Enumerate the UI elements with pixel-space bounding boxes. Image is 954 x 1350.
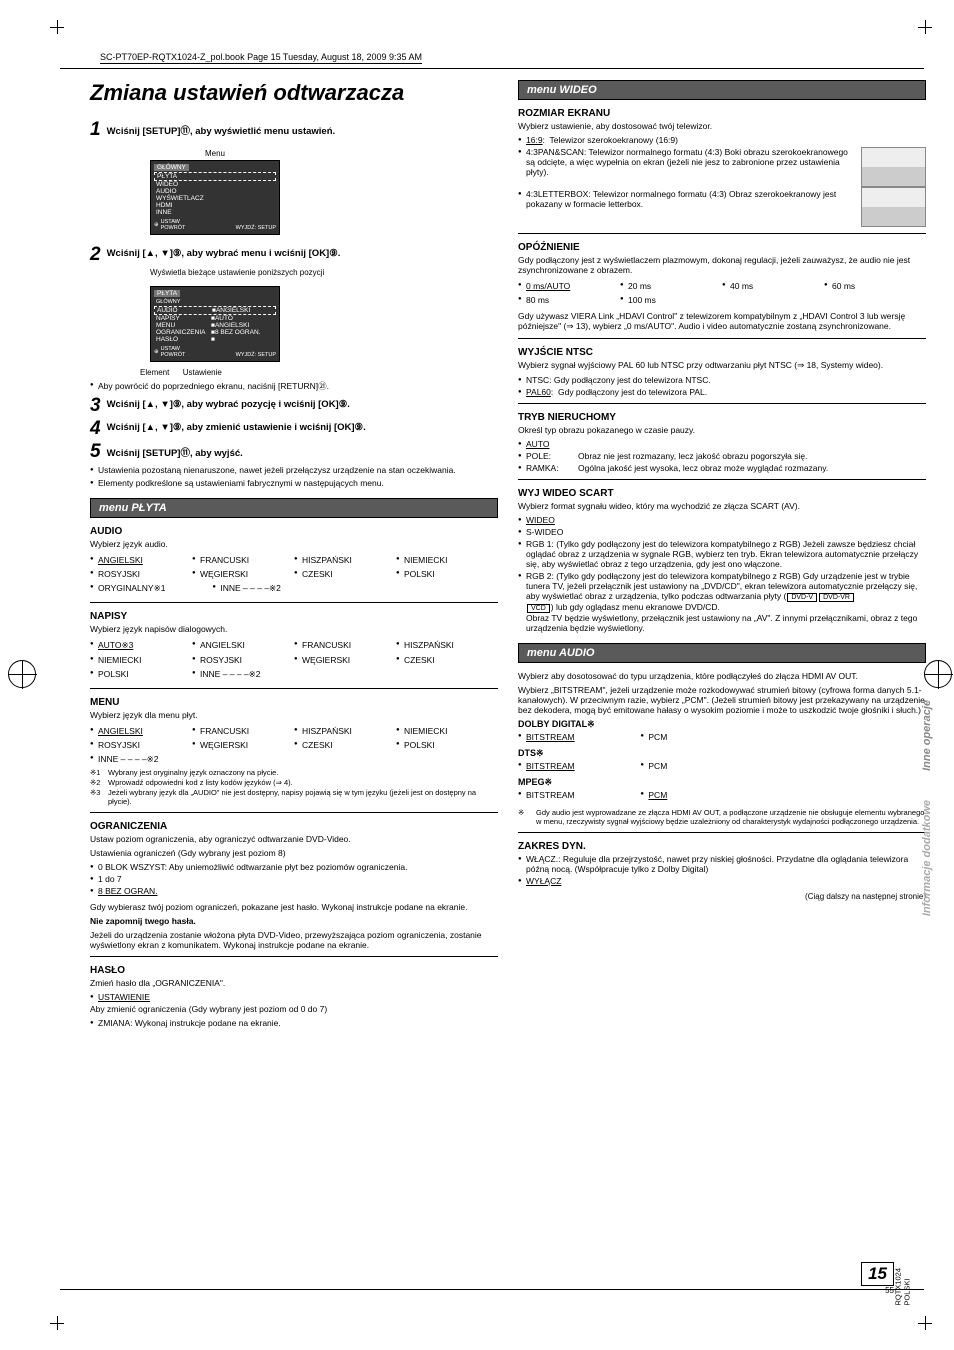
- side-tab-ops: Inne operacje: [921, 700, 933, 771]
- description: Ustawienia ograniczeń (Gdy wybrany jest …: [90, 848, 498, 858]
- step-text: Wciśnij [SETUP]⑪, aby wyjść.: [107, 442, 243, 461]
- osd-item: AUDIO: [154, 188, 276, 195]
- heading-opoznienie: OPÓŹNIENIE: [518, 242, 926, 253]
- left-column: Zmiana ustawień odtwarzacza 1 Wciśnij [SE…: [90, 80, 498, 1030]
- heading-audio: AUDIO: [90, 526, 498, 537]
- description: Ustaw poziom ograniczenia, aby ograniczy…: [90, 834, 498, 844]
- description: Gdy podłączony jest z wyświetlaczem plaz…: [518, 255, 926, 275]
- heading-ograniczenia: OGRANICZENIA: [90, 821, 498, 832]
- heading-haslo: HASŁO: [90, 965, 498, 976]
- heading-menu: MENU: [90, 697, 498, 708]
- description: Zmień hasło dla „OGRANICZENIA".: [90, 978, 498, 988]
- footnote: ※Gdy audio jest wyprowadzane ze złącza H…: [518, 808, 926, 826]
- heading-dolby: DOLBY DIGITAL※: [518, 719, 595, 729]
- step-text: Wciśnij [SETUP]⑪, aby wyświetlić menu us…: [107, 120, 336, 139]
- osd-item: HDMI: [154, 202, 276, 209]
- book-header: SC-PT70EP-RQTX1024-Z_pol.book Page 15 Tu…: [100, 52, 422, 64]
- option: WŁĄCZ.: Reguluje dla przejrzystość, nawe…: [518, 854, 926, 874]
- osd-foot: WYJDŹ: SETUP: [236, 225, 276, 231]
- paragraph: Jeżeli do urządzenia zostanie włożona pł…: [90, 930, 498, 950]
- page: SC-PT70EP-RQTX1024-Z_pol.book Page 15 Tu…: [0, 0, 954, 1350]
- heading-mpeg: MPEG※: [518, 777, 552, 787]
- description: Wybierz sygnał wyjściowy PAL 60 lub NTSC…: [518, 360, 926, 371]
- page-number-large: 15: [861, 1262, 894, 1286]
- osd-tab: PŁYTA: [154, 290, 180, 297]
- step-text: Wciśnij [▲, ▼]⑨, aby wybrać pozycję i wc…: [107, 396, 350, 415]
- heading-dts: DTS※: [518, 748, 544, 758]
- option: WYŁĄCZ: [526, 876, 561, 886]
- osd-tab: GŁÓWNY: [154, 164, 189, 171]
- note: Aby powrócić do poprzedniego ekranu, nac…: [90, 380, 498, 392]
- option: RGB 1: (Tylko gdy podłączony jest do tel…: [518, 539, 926, 569]
- option: 1 do 7: [90, 874, 498, 884]
- heading-zakres: ZAKRES DYN.: [518, 841, 926, 852]
- option: USTAWIENIE: [98, 992, 150, 1002]
- description: Określ typ obrazu pokazanego w czasie pa…: [518, 425, 926, 435]
- crop-mark: [50, 20, 64, 34]
- osd-items: PŁYTA WIDEO AUDIO WYŚWIETLACZ HDMI INNE: [154, 172, 276, 216]
- rule: [60, 68, 924, 69]
- register-mark: [924, 660, 952, 688]
- page-number-small: 55: [861, 1286, 894, 1295]
- heading-ntsc: WYJŚCIE NTSC: [518, 347, 926, 358]
- crop-mark: [50, 1316, 64, 1330]
- paragraph: Gdy używasz VIERA Link „HDAVI Control" z…: [518, 311, 926, 332]
- side-tab-info: Informacje dodatkowe: [921, 800, 933, 916]
- footnote: ※2Wprowadź odpowiedni kod z listy kodów …: [90, 778, 498, 787]
- option: 0 BLOK WSZYST: Aby uniemożliwić odtwarza…: [90, 862, 498, 872]
- section-bar-audio: menu AUDIO: [518, 643, 926, 663]
- paragraph: Gdy wybierasz twój poziom ograniczeń, po…: [90, 902, 498, 912]
- section-bar-plyta: menu PŁYTA: [90, 498, 498, 518]
- description: Wybierz aby dosotosować do typu urządzen…: [518, 671, 926, 681]
- description: Wybierz format sygnału wideo, który ma w…: [518, 501, 926, 511]
- register-mark: [8, 660, 36, 688]
- option: RGB 2: (Tylko gdy podłączony jest do tel…: [518, 571, 926, 633]
- osd-item: WYŚWIETLACZ: [154, 195, 276, 202]
- paragraph: Nie zapomnij twego hasła.: [90, 916, 196, 926]
- heading-rozmiar: ROZMIAR EKRANU: [518, 108, 926, 119]
- option-grid: ANGIELSKI FRANCUSKI HISZPAŃSKI NIEMIECKI…: [90, 553, 498, 596]
- page-title: Zmiana ustawień odtwarzacza: [90, 80, 498, 106]
- description: Wybierz język audio.: [90, 539, 498, 549]
- option: 4:3LETTERBOX: Telewizor normalnego forma…: [518, 189, 926, 209]
- option: ZMIANA: Wykonaj instrukcje podane na ekr…: [90, 1018, 498, 1028]
- heading-scart: WYJ WIDEO SCART: [518, 488, 926, 499]
- footnote: ※3Jeżeli wybrany język dla „AUDIO" nie j…: [90, 788, 498, 806]
- description: Wybierz ustawienie, aby dostosować twój …: [518, 121, 926, 131]
- paragraph: Aby zmienić ograniczenia (Gdy wybrany je…: [90, 1004, 498, 1014]
- description: Wybierz język napisów dialogowych.: [90, 624, 498, 634]
- osd-foot: USTAWPOWRÓT: [161, 219, 186, 231]
- footnote: ※1Wybrany jest oryginalny język oznaczon…: [90, 768, 498, 777]
- step-text: Wciśnij [▲, ▼]⑨, aby wybrać menu i wciśn…: [107, 245, 341, 264]
- heading-tryb: TRYB NIERUCHOMY: [518, 412, 926, 423]
- heading-napisy: NAPISY: [90, 611, 498, 622]
- osd-item: PŁYTA: [154, 172, 276, 181]
- step-num: 1: [90, 120, 101, 139]
- doc-code: RQTX1024POLSKI: [894, 1268, 912, 1306]
- step-text: Wciśnij [▲, ▼]⑨, aby zmienić ustawienie …: [107, 419, 366, 438]
- continue-note: (Ciąg dalszy na następnej stronie): [518, 892, 926, 901]
- section-bar-wideo: menu WIDEO: [518, 80, 926, 100]
- diagram-labels: Element Ustawienie: [125, 368, 498, 377]
- note: Wyświetla bieżące ustawienie poniższych …: [150, 268, 498, 277]
- osd-item: INNE: [154, 209, 276, 216]
- option: S-WIDEO: [518, 527, 926, 537]
- description: Wybierz „BITSTREAM", jeżeli urządzenie m…: [518, 685, 926, 715]
- option: NTSC: Gdy podłączony jest do telewizora …: [518, 375, 926, 385]
- note: Elementy podkreślone są ustawieniami fab…: [90, 478, 498, 488]
- rule: [60, 1289, 924, 1290]
- osd-menu-main: Menu GŁÓWNY PŁYTA WIDEO AUDIO WYŚWIETLAC…: [150, 149, 280, 235]
- right-column: menu WIDEO ROZMIAR EKRANU Wybierz ustawi…: [518, 80, 926, 1030]
- note: Ustawienia pozostaną nienaruszone, nawet…: [90, 465, 498, 475]
- option: 8 BEZ OGRAN.: [90, 886, 498, 896]
- description: Wybierz język dla menu płyt.: [90, 710, 498, 720]
- crop-mark: [918, 20, 932, 34]
- osd-item: WIDEO: [154, 181, 276, 188]
- option: 4:3PAN&SCAN: Telewizor normalnego format…: [518, 147, 926, 177]
- crop-mark: [918, 1316, 932, 1330]
- osd-title: Menu: [150, 149, 280, 158]
- osd-group: GŁÓWNY: [154, 299, 276, 305]
- osd-menu-plyta: PŁYTA GŁÓWNY AUDIO■ ANGIELSKI NAPISY■ AU…: [150, 286, 280, 362]
